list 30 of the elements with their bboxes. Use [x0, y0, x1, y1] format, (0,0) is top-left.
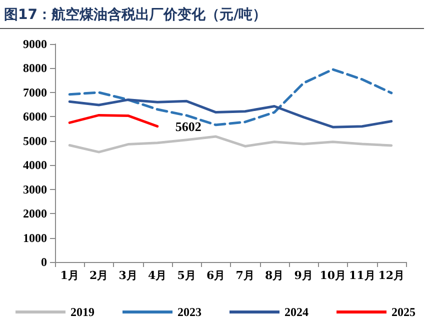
- x-tick-label: 10月: [320, 269, 346, 282]
- x-tick-label: 12月: [378, 269, 405, 282]
- line-series: [68, 135, 393, 154]
- legend-label: 2019: [70, 305, 94, 319]
- x-tick-label: 1月: [60, 269, 79, 282]
- y-tick-label: 3000: [23, 182, 47, 196]
- x-tick-label: 2月: [90, 269, 108, 282]
- y-tick-label: 8000: [23, 61, 47, 76]
- y-tick-label: 6000: [23, 110, 47, 124]
- x-tick-label: 8月: [265, 269, 284, 282]
- y-tick-label: 4000: [23, 158, 47, 172]
- y-tick-label: 2000: [23, 206, 47, 221]
- y-tick-label: 1000: [23, 230, 47, 245]
- x-tick-label: 3月: [118, 269, 138, 282]
- line-series: [68, 114, 159, 128]
- data-label: 5602: [175, 118, 202, 134]
- x-tick-label: 4月: [148, 269, 167, 282]
- chart-title: 图17：航空煤油含税出厂价变化（元/吨）: [0, 0, 424, 29]
- y-tick-label: 5000: [23, 134, 47, 148]
- y-tick-label: 9000: [23, 37, 47, 51]
- legend-label: 2023: [178, 305, 202, 319]
- x-tick-label: 7月: [236, 269, 254, 282]
- x-tick-label: 11月: [348, 269, 376, 282]
- x-tick-label: 6月: [206, 269, 226, 282]
- y-tick-label: 0: [41, 255, 47, 269]
- legend-label: 2024: [284, 305, 308, 319]
- legend-label: 2025: [392, 305, 416, 319]
- x-tick-label: 9月: [294, 269, 313, 282]
- x-tick-label: 5月: [177, 269, 196, 282]
- y-tick-label: 7000: [23, 85, 47, 100]
